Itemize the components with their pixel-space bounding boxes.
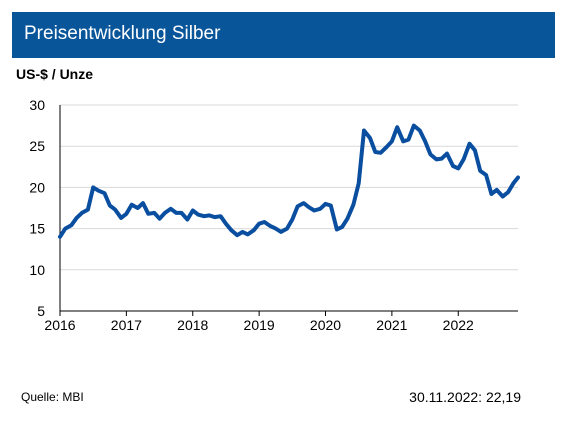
y-tick-label: 10: [29, 262, 45, 278]
x-tick-label: 2017: [111, 317, 142, 333]
source-note: Quelle: MBI: [21, 390, 84, 404]
x-tick-label: 2022: [443, 317, 474, 333]
x-tick-label: 2019: [244, 317, 275, 333]
chart-header: Preisentwicklung Silber: [12, 12, 555, 58]
y-tick-label: 25: [29, 138, 45, 154]
x-tick-label: 2016: [44, 317, 75, 333]
y-tick-label: 20: [29, 179, 45, 195]
x-tick-label: 2018: [177, 317, 208, 333]
y-tick-label: 30: [29, 97, 45, 113]
chart-title: Preisentwicklung Silber: [24, 23, 221, 44]
y-axis-unit-label: US-$ / Unze: [16, 66, 94, 82]
silver-price-line: [58, 123, 520, 239]
y-tick-label: 15: [29, 221, 45, 237]
latest-price-note: 30.11.2022: 22,19: [409, 389, 521, 405]
y-tick-label: 5: [37, 303, 45, 319]
x-tick-label: 2021: [376, 317, 407, 333]
x-tick-label: 2020: [310, 317, 341, 333]
